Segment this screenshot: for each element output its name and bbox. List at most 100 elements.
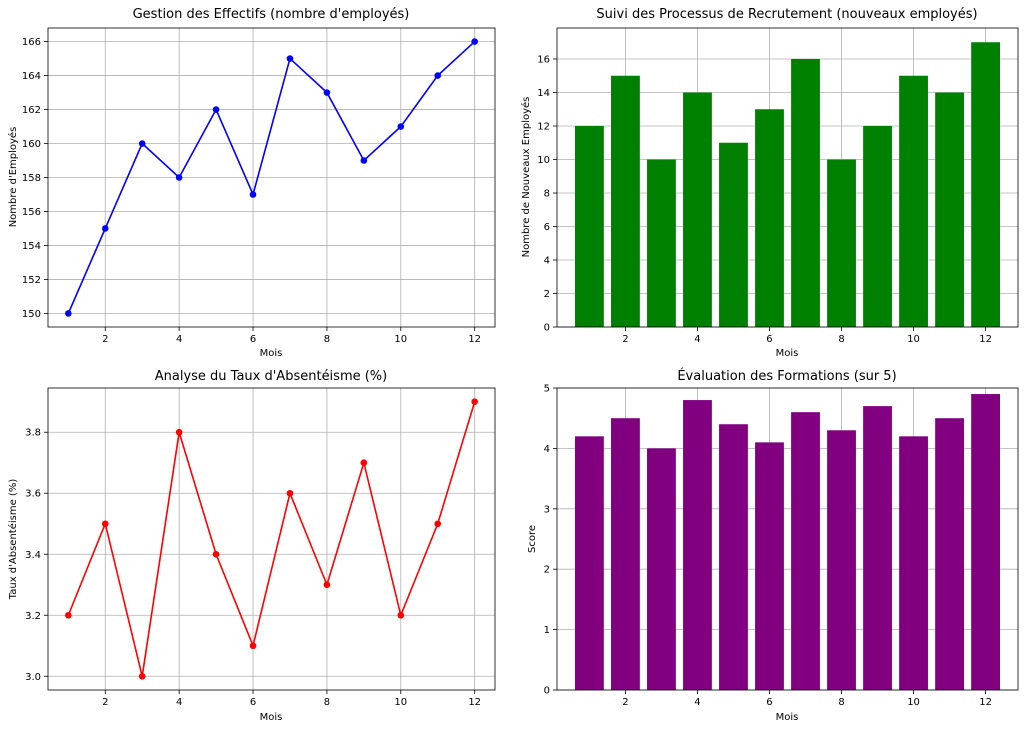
y-tick-label: 0 — [544, 323, 550, 334]
x-tick-label: 8 — [838, 697, 844, 708]
y-tick-label: 16 — [537, 54, 550, 65]
x-tick-label: 10 — [907, 334, 920, 345]
data-point — [249, 642, 257, 650]
bar — [791, 58, 820, 327]
x-tick-label: 4 — [694, 697, 700, 708]
x-tick-label: 10 — [394, 697, 407, 708]
x-axis-label: Mois — [260, 712, 283, 723]
bar — [575, 436, 604, 690]
bar — [719, 142, 748, 327]
chart-title: Évaluation des Formations (sur 5) — [677, 368, 896, 384]
x-tick-label: 10 — [907, 697, 920, 708]
bar — [719, 424, 748, 690]
data-point — [101, 520, 109, 528]
y-tick-label: 158 — [22, 173, 41, 184]
bar — [683, 400, 712, 690]
data-point — [101, 225, 109, 232]
data-point — [175, 174, 183, 181]
plot-frame — [556, 387, 1019, 691]
x-tick-label: 10 — [394, 334, 407, 345]
y-axis-label: Score — [527, 525, 538, 553]
bar — [899, 75, 928, 327]
y-tick-label: 4 — [544, 444, 550, 455]
y-tick-label: 3.2 — [25, 611, 41, 622]
x-tick-label: 6 — [766, 334, 772, 345]
x-tick-label: 12 — [468, 697, 481, 708]
y-axis-label: Taux d'Absentéisme (%) — [7, 479, 19, 601]
x-tick-label: 12 — [979, 334, 992, 345]
data-point — [212, 106, 220, 113]
data-point — [212, 550, 220, 558]
y-tick-label: 156 — [22, 207, 41, 218]
series-line — [67, 401, 476, 677]
data-point — [323, 581, 331, 589]
y-tick-label: 2 — [544, 565, 550, 576]
bar — [971, 42, 1000, 327]
chart-recruitment: 2 4 6 8 10 12 0 2 4 6 8 10 12 14 16 Suivi des Processu… — [520, 7, 1019, 359]
bar — [863, 125, 892, 327]
x-axis-label: Mois — [776, 348, 799, 359]
x-tick-label: 2 — [622, 697, 628, 708]
bar — [575, 125, 604, 327]
y-axis-label: Nombre de Nouveaux Employés — [520, 97, 532, 258]
x-tick-label: 8 — [324, 334, 330, 345]
data-point — [65, 611, 72, 619]
x-tick-label: 2 — [622, 334, 628, 345]
y-tick-label: 164 — [22, 71, 41, 82]
x-tick-label: 2 — [102, 334, 108, 345]
data-point — [434, 72, 442, 79]
x-tick-label: 4 — [694, 334, 700, 345]
data-point — [360, 157, 368, 164]
y-tick-label: 5 — [544, 384, 550, 395]
x-tick-label: 12 — [979, 697, 992, 708]
chart-title: Analyse du Taux d'Absentéisme (%) — [155, 369, 388, 384]
data-point — [397, 123, 405, 130]
y-tick-label: 154 — [22, 241, 41, 252]
x-tick-label: 4 — [176, 697, 182, 708]
data-point — [397, 611, 405, 619]
x-tick-label: 6 — [250, 334, 256, 345]
data-point — [323, 89, 331, 96]
data-point — [360, 459, 368, 467]
y-tick-label: 152 — [22, 275, 41, 286]
x-tick-label: 8 — [838, 334, 844, 345]
bar — [935, 418, 964, 690]
y-tick-label: 12 — [537, 121, 550, 132]
y-tick-label: 10 — [537, 155, 550, 166]
y-tick-label: 4 — [544, 255, 550, 266]
data-point — [65, 310, 72, 317]
data-point — [138, 140, 146, 147]
bar — [935, 92, 964, 327]
y-tick-label: 14 — [537, 88, 550, 99]
chart-absenteeism: 2 4 6 8 10 12 3.0 3.2 3.4 3.6 3.8 Analyse du Taux … — [7, 369, 496, 723]
y-tick-label: 3.4 — [25, 550, 41, 561]
x-tick-label: 4 — [176, 334, 182, 345]
bar — [647, 159, 676, 327]
x-tick-label: 12 — [468, 334, 481, 345]
data-point — [471, 38, 478, 45]
chart-title: Gestion des Effectifs (nombre d'employés… — [133, 7, 410, 22]
chart-title: Suivi des Processus de Recrutement (nouv… — [596, 7, 977, 22]
y-tick-label: 8 — [544, 188, 550, 199]
data-point — [434, 520, 442, 528]
chart-headcount: 2 4 6 8 10 12 150 152 154 156 158 160 162 164 166 Gest… — [7, 7, 496, 359]
y-tick-label: 166 — [22, 37, 41, 48]
bar — [683, 92, 712, 327]
bar — [971, 394, 1000, 690]
y-tick-label: 150 — [22, 309, 41, 320]
y-tick-label: 162 — [22, 105, 41, 116]
bar — [611, 418, 640, 690]
data-point — [138, 672, 146, 680]
y-tick-label: 160 — [22, 139, 41, 150]
bar — [827, 430, 856, 690]
y-tick-label: 0 — [544, 686, 550, 697]
bar — [755, 109, 784, 327]
data-point — [249, 191, 257, 198]
y-tick-label: 3.8 — [25, 428, 41, 439]
bar — [611, 75, 640, 327]
bar — [827, 159, 856, 327]
x-tick-label: 6 — [766, 697, 772, 708]
x-tick-label: 6 — [250, 697, 256, 708]
